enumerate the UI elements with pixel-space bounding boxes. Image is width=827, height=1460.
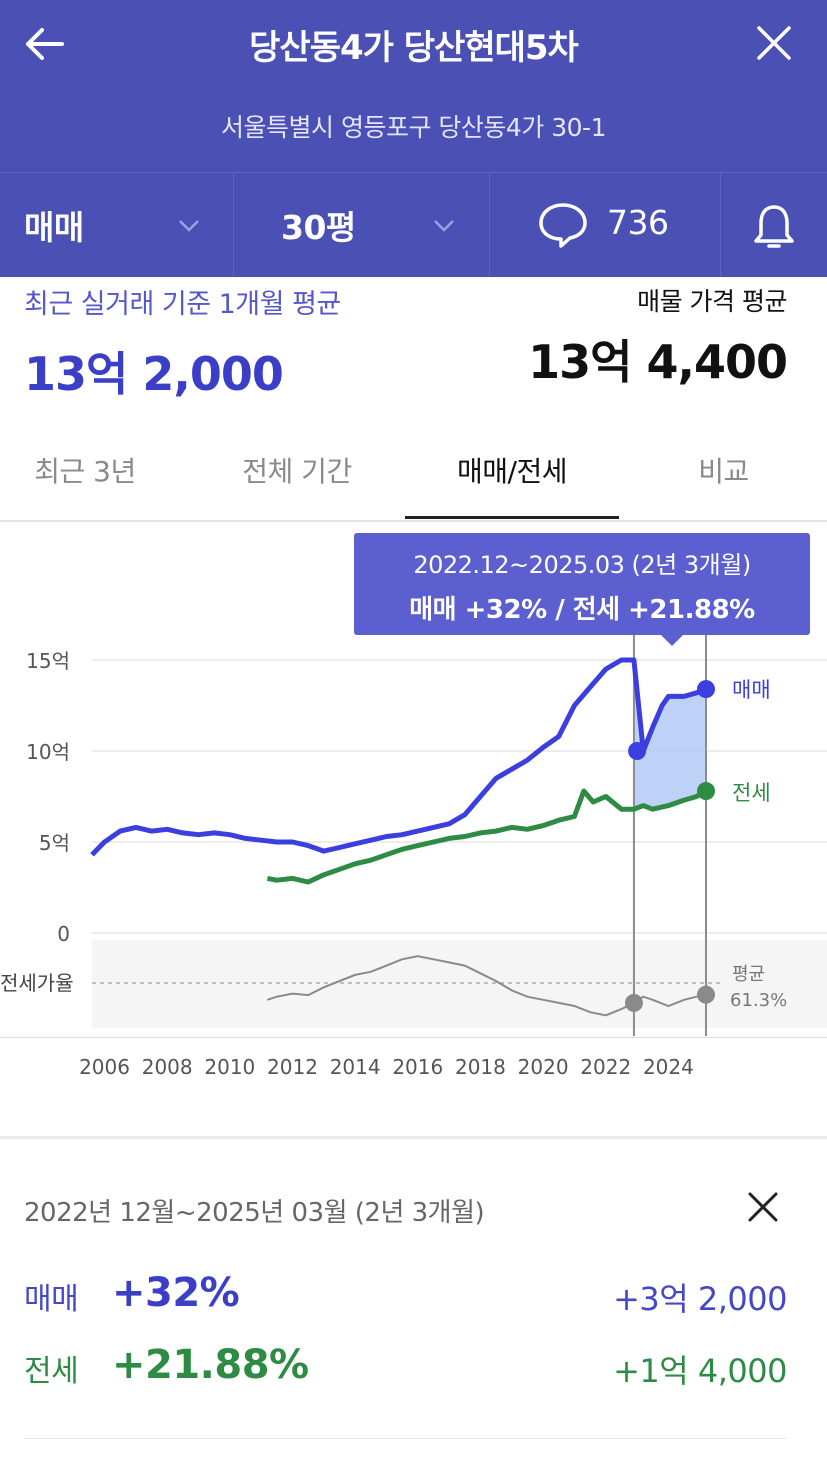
app-header: 당산동4가 당산현대5차 서울특별시 영등포구 당산동4가 30-1: [0, 0, 827, 172]
size-value: 30평: [281, 208, 356, 247]
close-icon[interactable]: [755, 24, 793, 62]
size-select[interactable]: 30평: [233, 173, 490, 277]
tab-all-period[interactable]: 전체 기간: [242, 455, 352, 488]
page-title: 당산동4가 당산현대5차: [249, 28, 579, 68]
chart-divider: [0, 1037, 827, 1038]
y-tick-label: 15억: [26, 649, 70, 673]
x-tick-label: 2022: [580, 1055, 631, 1079]
chevron-down-icon: [434, 220, 454, 232]
sale-series-label: 매매: [732, 678, 771, 702]
chevron-down-icon: [179, 220, 199, 232]
ratio-average-value: 61.3%: [730, 990, 787, 1011]
jeonse-change-label: 전세: [24, 1354, 79, 1389]
comments-button[interactable]: 736: [489, 173, 721, 277]
jeonse-change-percent: +21.88%: [112, 1342, 309, 1388]
x-tick-label: 2008: [142, 1055, 193, 1079]
deal-type-select[interactable]: 매매: [0, 173, 234, 277]
x-tick-label: 2016: [392, 1055, 443, 1079]
period-tooltip: 2022.12~2025.03 (2년 3개월) 매매 +32% / 전세 +2…: [354, 533, 810, 635]
x-tick-label: 2006: [79, 1055, 130, 1079]
sale-end-marker: [697, 680, 715, 699]
deal-type-value: 매매: [24, 208, 84, 247]
jeonse-series-line: [266, 788, 708, 885]
jeonse-series-label: 전세: [732, 781, 771, 805]
price-chart[interactable]: 15억 10억 5억 0 2006 2008 2010 2012 2014 2016 2018 20…: [0, 630, 827, 1080]
sale-series-line: [90, 657, 707, 857]
ratio-series-line: [267, 955, 707, 1017]
ratio-panel-bg: [92, 940, 827, 1028]
ratio-start-marker: [624, 993, 643, 1012]
x-tick-label: 2024: [643, 1055, 694, 1079]
sale-start-marker: [628, 742, 647, 760]
back-arrow-icon[interactable]: [22, 22, 68, 66]
period-highlight-area: [633, 660, 706, 810]
y-tick-label: 10억: [26, 740, 70, 764]
sale-change-label: 매매: [24, 1282, 79, 1317]
close-icon[interactable]: [746, 1190, 780, 1224]
comment-count: 736: [607, 203, 669, 242]
filter-toolbar: 매매 30평 736: [0, 172, 827, 277]
x-tick-label: 2020: [518, 1055, 569, 1079]
jeonse-change-amount: +1억 4,000: [613, 1352, 787, 1390]
bell-icon: [754, 205, 794, 248]
sale-change-percent: +32%: [112, 1270, 240, 1316]
bottom-divider: [24, 1438, 787, 1439]
x-tick-label: 2012: [267, 1055, 318, 1079]
tab-sale-jeonse[interactable]: 매매/전세: [457, 455, 567, 488]
recent-price-value: 13억 2,000: [24, 347, 284, 401]
jeonse-end-marker: [697, 782, 715, 801]
tooltip-change: 매매 +32% / 전세 +21.88%: [409, 595, 755, 625]
notification-button[interactable]: [720, 173, 827, 277]
tooltip-arrow: [660, 634, 684, 646]
recent-price-label: 최근 실거래 기준 1개월 평균: [24, 289, 341, 320]
sale-change-amount: +3억 2,000: [613, 1280, 787, 1318]
x-tick-label: 2014: [330, 1055, 381, 1079]
listing-price-value: 13억 4,400: [528, 335, 788, 389]
x-tick-label: 2018: [455, 1055, 506, 1079]
tab-recent-3y[interactable]: 최근 3년: [34, 455, 136, 488]
y-tick-label: 0: [57, 922, 70, 946]
ratio-end-marker: [697, 985, 715, 1004]
ratio-average-label: 평균: [732, 964, 765, 985]
ratio-axis-label: 전세가율: [0, 971, 74, 995]
tooltip-period: 2022.12~2025.03 (2년 3개월): [413, 551, 751, 579]
listing-price-label: 매물 가격 평균: [637, 287, 787, 316]
y-tick-label: 5억: [39, 831, 70, 855]
address-text: 서울특별시 영등포구 당산동4가 30-1: [221, 113, 607, 142]
section-divider: [0, 1136, 827, 1139]
tab-compare[interactable]: 비교: [698, 455, 749, 488]
period-tabs: 최근 3년 전체 기간 매매/전세 비교: [0, 420, 827, 522]
x-tick-label: 2010: [204, 1055, 255, 1079]
active-tab-indicator: [405, 516, 619, 519]
speech-bubble-icon: [539, 203, 587, 248]
period-detail-title: 2022년 12월~2025년 03월 (2년 3개월): [24, 1198, 485, 1228]
